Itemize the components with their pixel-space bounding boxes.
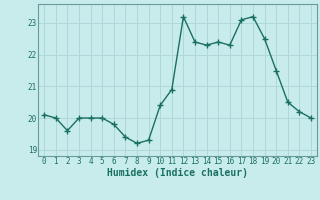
X-axis label: Humidex (Indice chaleur): Humidex (Indice chaleur): [107, 168, 248, 178]
